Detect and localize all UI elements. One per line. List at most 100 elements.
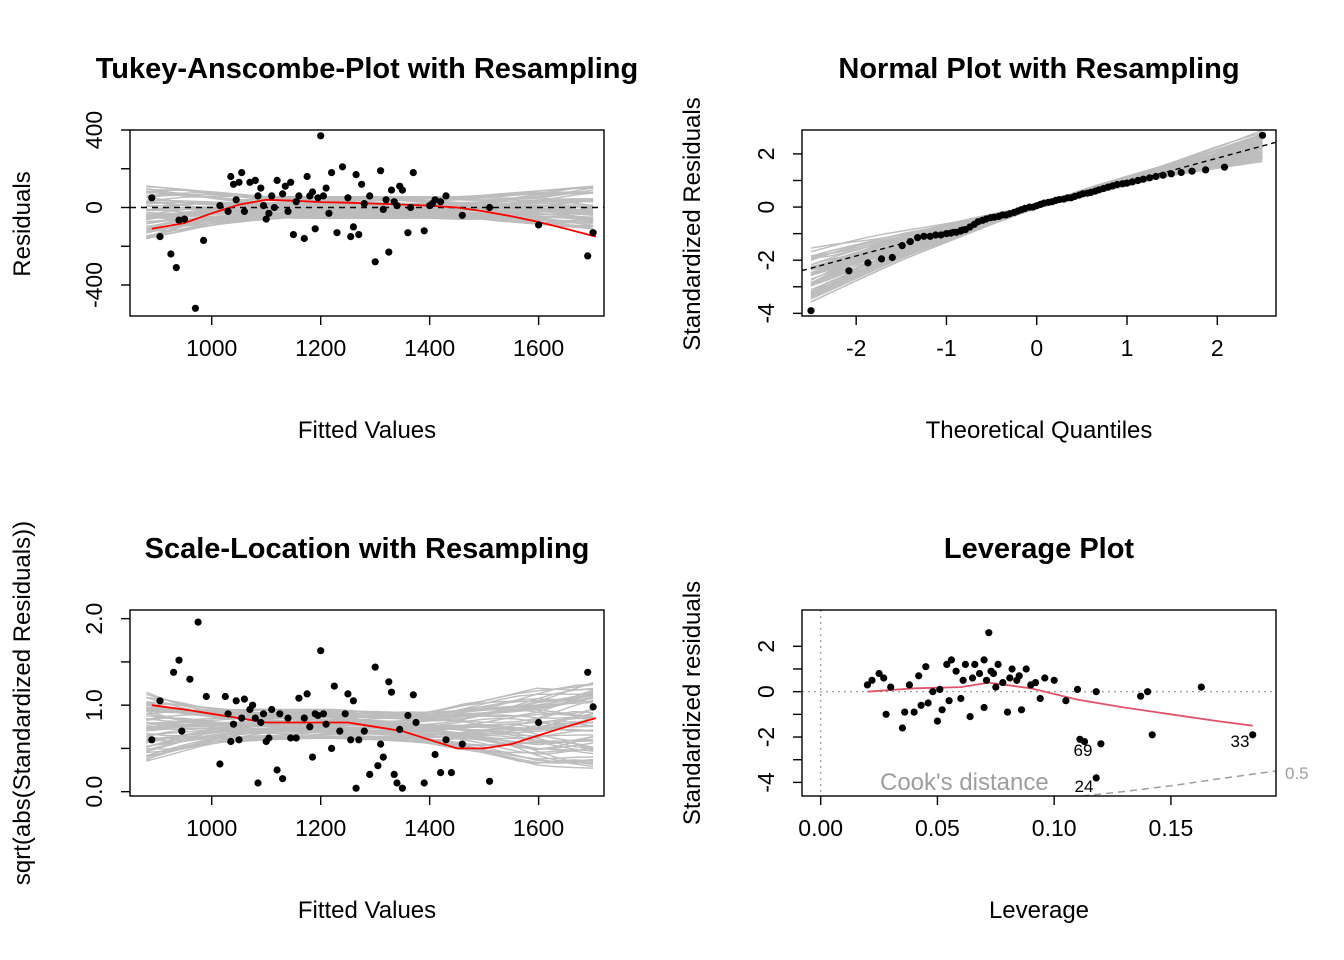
data-point	[1006, 674, 1014, 682]
data-point	[227, 172, 235, 181]
x-tick-label: 0.10	[1032, 815, 1077, 841]
data-point	[276, 710, 284, 718]
y-tick-label: 1.0	[81, 689, 107, 721]
data-point	[246, 178, 254, 186]
data-point	[172, 264, 180, 272]
data-point	[347, 736, 355, 744]
data-point	[314, 711, 322, 720]
data-point	[1031, 679, 1040, 687]
data-point	[943, 660, 951, 669]
data-point	[180, 215, 189, 223]
resampling-curve	[146, 682, 594, 716]
data-point	[952, 667, 960, 675]
resampling-curve	[810, 153, 1263, 296]
y-tick-label: 2.0	[81, 603, 107, 635]
data-point	[442, 736, 450, 744]
data-point	[910, 708, 918, 716]
data-point	[352, 784, 360, 792]
x-tick-label: 1200	[295, 335, 346, 361]
data-point	[882, 710, 890, 718]
data-point	[319, 192, 327, 200]
data-point	[235, 178, 243, 186]
data-point	[398, 784, 406, 792]
resampling-curve	[810, 154, 1263, 294]
data-point	[358, 180, 366, 188]
data-point	[289, 231, 297, 239]
panel-leverage: Leverage Plot Leverage Standardized resi…	[679, 533, 1309, 924]
data-point	[887, 683, 895, 691]
data-point	[349, 697, 357, 705]
data-point	[966, 713, 974, 721]
data-point	[431, 750, 439, 759]
data-point	[306, 723, 314, 731]
data-point	[319, 710, 327, 718]
data-point	[240, 207, 248, 215]
data-point	[1015, 672, 1023, 680]
data-point	[279, 775, 287, 783]
data-point	[287, 734, 295, 742]
resampling-curve	[810, 132, 1263, 249]
data-point	[906, 238, 914, 246]
data-point	[584, 668, 592, 676]
data-point	[194, 618, 202, 626]
data-point	[366, 192, 374, 200]
data-point	[968, 674, 977, 682]
resampling-curve	[810, 154, 1263, 297]
data-point	[295, 694, 303, 702]
data-point	[409, 691, 417, 699]
data-point	[240, 695, 248, 703]
x-tick-label: 1000	[186, 335, 237, 361]
data-point	[1134, 176, 1142, 185]
data-point	[437, 769, 445, 777]
resampling-curve	[810, 130, 1263, 253]
data-point	[880, 674, 888, 682]
x-tick-label: 1600	[513, 815, 564, 841]
data-point	[959, 676, 967, 684]
data-point	[1008, 665, 1016, 673]
data-point	[431, 196, 439, 204]
panel-title: Scale-Location with Resampling	[145, 533, 590, 565]
y-tick-label: 0.0	[81, 776, 107, 808]
data-point	[1152, 172, 1160, 181]
data-point	[1167, 170, 1175, 178]
data-point	[265, 209, 273, 217]
x-tick-label: 1000	[186, 815, 237, 841]
data-point	[300, 714, 308, 722]
data-point	[1097, 740, 1105, 748]
data-point	[387, 186, 396, 194]
y-axis-label: Standardized Residuals	[679, 97, 706, 351]
data-point	[1022, 665, 1030, 673]
plot-area	[130, 132, 604, 312]
x-tick-label: 0.05	[915, 815, 960, 841]
data-point	[344, 690, 352, 698]
data-point	[937, 231, 945, 239]
data-point	[292, 734, 300, 742]
resampling-curve	[810, 156, 1263, 295]
data-point	[270, 203, 278, 212]
x-tick-label: 1400	[404, 815, 455, 841]
data-point	[868, 676, 876, 684]
data-point	[229, 180, 238, 188]
data-point	[864, 259, 872, 267]
x-tick-label: -1	[936, 335, 956, 361]
plot-frame	[129, 129, 605, 317]
y-tick-label: 0	[753, 201, 779, 214]
y-axis-label: Residuals	[9, 171, 36, 276]
data-point	[929, 688, 937, 696]
data-point	[1144, 688, 1152, 696]
x-tick-labels: 1000 1200 1400 1600	[186, 815, 564, 841]
data-point	[254, 192, 262, 200]
data-point	[379, 205, 387, 213]
y-tick-label: 400	[81, 111, 107, 149]
panel-title: Tukey-Anscombe-Plot with Resampling	[96, 53, 638, 85]
data-point	[308, 753, 317, 761]
data-point	[224, 710, 232, 718]
data-point	[385, 678, 393, 686]
panel-tukey-anscombe: Tukey-Anscombe-Plot with Resampling Fitt…	[9, 53, 638, 444]
data-point	[265, 734, 273, 742]
data-point	[355, 231, 363, 239]
data-point	[1017, 706, 1026, 714]
data-point	[994, 660, 1002, 669]
y-axis-label: Standardized residuals	[679, 581, 706, 825]
data-point	[938, 706, 946, 714]
